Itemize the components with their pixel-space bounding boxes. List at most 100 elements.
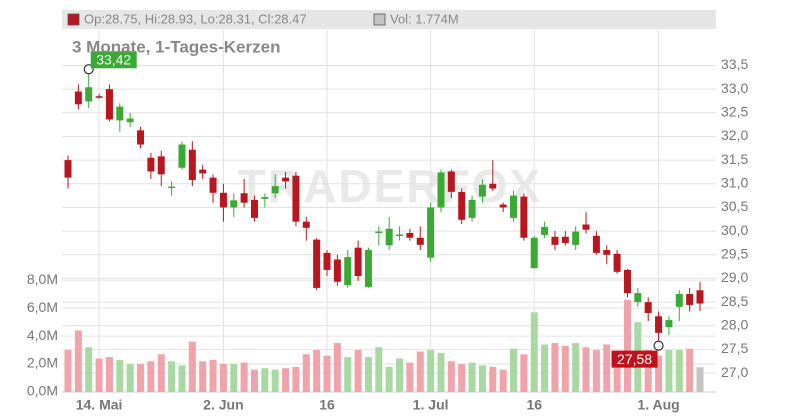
annotation-label: 27,58 bbox=[617, 351, 652, 367]
candle-body bbox=[478, 184, 486, 197]
candle-body bbox=[302, 221, 310, 228]
volume-bar bbox=[157, 354, 165, 392]
y-tick-label: 30,5 bbox=[721, 198, 748, 214]
candle-body bbox=[520, 196, 528, 238]
volume-bar bbox=[313, 350, 321, 392]
y-tick-label: 32,0 bbox=[721, 127, 748, 143]
candle-body bbox=[489, 183, 497, 189]
candle-body bbox=[323, 252, 331, 270]
y2-tick-label: 8,0M bbox=[27, 271, 58, 287]
volume-bar bbox=[582, 347, 590, 392]
volume-bar bbox=[364, 357, 372, 392]
candle-body bbox=[385, 228, 393, 246]
volume-bar bbox=[105, 357, 113, 392]
candle-body bbox=[375, 231, 383, 234]
y-tick-label: 32,5 bbox=[721, 104, 748, 120]
volume-bar bbox=[344, 357, 352, 392]
candle-body bbox=[261, 197, 269, 199]
volume-bar bbox=[675, 350, 683, 392]
volume-bar bbox=[396, 358, 404, 392]
volume-bar bbox=[147, 361, 155, 392]
legend-bar bbox=[62, 10, 716, 29]
candle-body bbox=[292, 175, 300, 222]
y-tick-label: 28,5 bbox=[721, 293, 748, 309]
annotation-marker bbox=[653, 340, 664, 351]
annotation-box bbox=[90, 51, 137, 69]
y-tick-label: 27,5 bbox=[721, 340, 748, 356]
candle-body bbox=[271, 186, 279, 194]
volume-bar bbox=[499, 369, 507, 392]
y2-tick-label: 0,0M bbox=[27, 383, 58, 399]
candle-body bbox=[157, 156, 165, 175]
candle-body bbox=[696, 290, 704, 304]
candle-body bbox=[74, 91, 82, 105]
candle-body bbox=[613, 253, 621, 272]
chart-title: 3 Monate, 1-Tages-Kerzen bbox=[72, 37, 280, 56]
x-tick-label: 16 bbox=[319, 397, 335, 413]
volume-bar bbox=[427, 350, 435, 392]
y-tick-label: 31,5 bbox=[721, 151, 748, 167]
candle-body bbox=[219, 192, 227, 208]
volume-bar bbox=[95, 358, 103, 392]
y-tick-label: 33,5 bbox=[721, 56, 748, 72]
y-tick-label: 29,0 bbox=[721, 269, 748, 285]
candle-body bbox=[592, 235, 600, 253]
candle-body bbox=[396, 234, 404, 236]
volume-bar bbox=[126, 364, 134, 392]
plot: 27,0 27,5 28,0 28,5 29,0 29,5 30,0 30,5 31,0 31,5… bbox=[27, 30, 748, 413]
candle-body bbox=[406, 233, 414, 238]
volume-bar bbox=[541, 344, 549, 392]
x-tick-label: 16 bbox=[526, 397, 542, 413]
volume-bar bbox=[199, 361, 207, 392]
candle-body bbox=[644, 302, 652, 313]
volume-bar bbox=[250, 369, 258, 392]
volume-bar bbox=[271, 369, 279, 392]
candle-body bbox=[64, 160, 72, 178]
volume-bar bbox=[561, 345, 569, 392]
volume-bar bbox=[64, 350, 72, 392]
candle-body bbox=[199, 169, 207, 174]
x-tick-label: 2. Jun bbox=[203, 397, 243, 413]
candle-body bbox=[105, 89, 113, 120]
volume-bar bbox=[230, 364, 238, 392]
candle-body bbox=[126, 118, 134, 123]
volume-bar bbox=[644, 350, 652, 392]
candle-body bbox=[530, 237, 538, 269]
volume-bar bbox=[282, 368, 290, 392]
legend-ohlc-swatch bbox=[67, 13, 80, 26]
volume-bar bbox=[385, 366, 393, 392]
candle-body bbox=[468, 199, 476, 218]
y-tick-label: 30,0 bbox=[721, 222, 748, 238]
candle-body bbox=[209, 177, 217, 193]
volume-bar bbox=[292, 366, 300, 392]
y-tick-label: 33,0 bbox=[721, 80, 748, 96]
volume-bar bbox=[188, 341, 196, 392]
candle-body bbox=[344, 257, 352, 286]
candle-body bbox=[364, 250, 372, 287]
candle-body bbox=[623, 269, 631, 294]
candle-body bbox=[634, 293, 642, 303]
candle-body bbox=[333, 259, 341, 282]
volume-bar bbox=[209, 359, 217, 392]
volume-bar bbox=[437, 352, 445, 392]
volume-bar bbox=[489, 366, 497, 392]
candle-body bbox=[137, 130, 145, 145]
volume-bar bbox=[613, 355, 621, 392]
volume-bar bbox=[468, 362, 476, 392]
legend-ohlc: Op:28.75, Hi:28.93, Lo:28.31, Cl:28.47 bbox=[84, 11, 307, 26]
x-tick-label: 1. Aug bbox=[637, 397, 679, 413]
volume-bar bbox=[168, 361, 176, 392]
candle-body bbox=[686, 294, 694, 305]
volume-bar bbox=[665, 350, 673, 392]
candle-body bbox=[551, 236, 559, 245]
volume-bar bbox=[137, 364, 145, 392]
candle-body bbox=[188, 149, 196, 181]
y-tick-label: 29,5 bbox=[721, 245, 748, 261]
candle-body bbox=[282, 177, 290, 182]
candle-body bbox=[178, 144, 186, 168]
volume-bar bbox=[458, 364, 466, 392]
volume-bar bbox=[219, 364, 227, 392]
candle-body bbox=[427, 207, 435, 258]
volume-bar bbox=[406, 362, 414, 392]
